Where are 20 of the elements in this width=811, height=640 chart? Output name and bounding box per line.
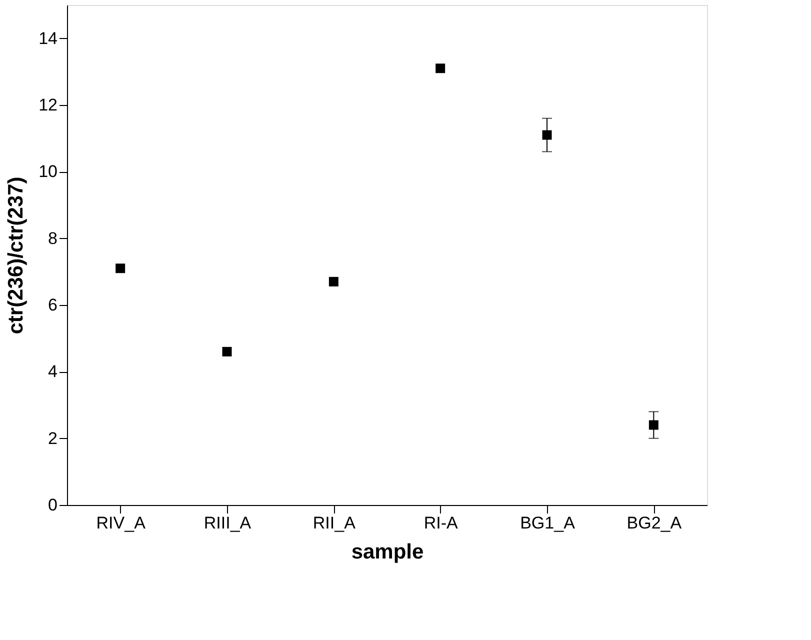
y-axis-title: ctr(236)/ctr(237) xyxy=(4,176,28,334)
y-tick-label: 2 xyxy=(48,428,58,448)
y-tick-label: 6 xyxy=(48,296,58,314)
point xyxy=(436,64,446,74)
x-tick-label: RIV_A xyxy=(96,514,146,532)
y-tick-label: 8 xyxy=(48,228,58,248)
x-axis-title: sample xyxy=(351,540,424,564)
y-tick-label: 12 xyxy=(38,96,58,114)
point xyxy=(116,264,126,274)
y-tick-label: 10 xyxy=(38,162,58,182)
y-tick-label: 14 xyxy=(38,28,58,48)
x-tick-label: RII_A xyxy=(312,514,356,532)
y-tick-label: 4 xyxy=(48,362,58,382)
point xyxy=(328,276,338,286)
x-tick-label: RI-A xyxy=(424,514,458,532)
x-tick-label: BG1_A xyxy=(520,514,576,532)
x-tick-label: RIII_A xyxy=(204,514,252,532)
point xyxy=(222,346,232,356)
y-tick-label: 0 xyxy=(48,496,58,514)
x-tick-label: BG2_A xyxy=(626,514,682,532)
